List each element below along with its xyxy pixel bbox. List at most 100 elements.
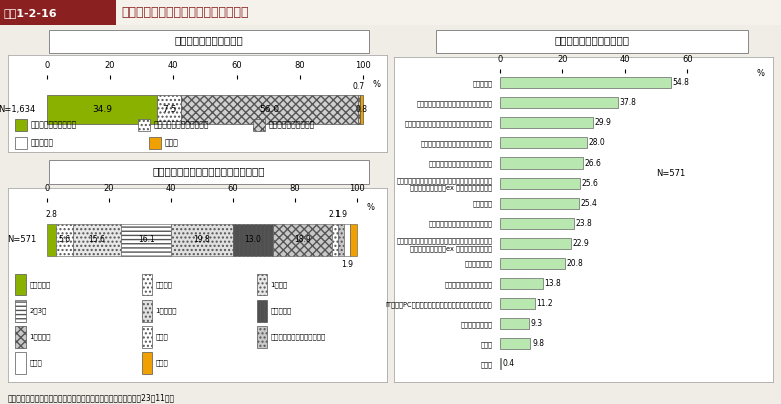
Text: 9.8: 9.8 (532, 339, 544, 348)
FancyBboxPatch shape (49, 30, 369, 53)
FancyBboxPatch shape (149, 137, 161, 149)
FancyBboxPatch shape (16, 352, 26, 374)
Bar (500, 238, 572, 249)
FancyBboxPatch shape (138, 119, 150, 130)
Text: 数ヶ月: 数ヶ月 (155, 334, 169, 340)
Text: 13.8: 13.8 (544, 279, 562, 288)
Text: 7.5: 7.5 (162, 105, 177, 114)
Bar (500, 118, 594, 128)
Text: %: % (756, 69, 764, 78)
Text: 19.8: 19.8 (194, 235, 210, 244)
Bar (500, 258, 565, 269)
Text: 数週間以内: 数週間以内 (271, 307, 292, 314)
FancyBboxPatch shape (16, 326, 26, 348)
Text: 2.8: 2.8 (45, 210, 57, 219)
Text: 現時点でまだ復回していない: 現時点でまだ復回していない (271, 334, 326, 340)
Text: 9.3: 9.3 (530, 319, 543, 328)
Bar (500, 158, 583, 168)
FancyBboxPatch shape (436, 30, 747, 53)
Text: 重要な業務が停止した: 重要な業務が停止した (31, 120, 77, 129)
Text: 56.0: 56.0 (259, 105, 280, 114)
FancyBboxPatch shape (256, 274, 267, 295)
Text: 26.6: 26.6 (584, 158, 601, 168)
FancyBboxPatch shape (116, 0, 781, 25)
Text: 13.0: 13.0 (244, 235, 262, 244)
Bar (500, 298, 535, 309)
Text: 重要な業務が停止した理由: 重要な業務が停止した理由 (554, 36, 629, 45)
Text: 0.7: 0.7 (353, 82, 365, 91)
Text: 業務は停止しなかった: 業務は停止しなかった (269, 120, 315, 129)
Bar (500, 97, 618, 108)
FancyBboxPatch shape (256, 300, 267, 322)
Text: 54.8: 54.8 (672, 78, 690, 87)
Text: 29.9: 29.9 (595, 118, 612, 127)
Bar (332, 224, 338, 256)
Text: 18.9: 18.9 (294, 235, 311, 244)
Text: %: % (373, 80, 380, 89)
FancyBboxPatch shape (141, 274, 152, 295)
Text: 重要でない業務が停止した: 重要でない業務が停止した (153, 120, 209, 129)
Text: 無回答: 無回答 (155, 360, 169, 366)
Bar (171, 224, 233, 256)
FancyBboxPatch shape (49, 160, 369, 184)
FancyBboxPatch shape (16, 274, 26, 295)
Text: %: % (366, 203, 374, 212)
Bar (500, 137, 587, 148)
Bar (181, 95, 358, 124)
Text: 20.8: 20.8 (566, 259, 583, 268)
Bar (500, 198, 580, 208)
FancyBboxPatch shape (256, 326, 267, 348)
Text: 図表1-2-16: 図表1-2-16 (4, 8, 58, 17)
Text: 1.9: 1.9 (335, 210, 347, 219)
Bar (358, 95, 360, 124)
Bar (500, 77, 671, 88)
Text: 16.1: 16.1 (138, 235, 155, 244)
Bar (121, 224, 171, 256)
Text: 東日本大震災における事業継続の状況: 東日本大震災における事業継続の状況 (121, 6, 248, 19)
Text: 1日以内: 1日以内 (271, 281, 288, 288)
Bar (233, 224, 273, 256)
FancyBboxPatch shape (16, 119, 27, 130)
Text: 25.4: 25.4 (581, 199, 597, 208)
FancyBboxPatch shape (16, 300, 26, 322)
FancyBboxPatch shape (141, 326, 152, 348)
Text: 1週間以内: 1週間以内 (155, 307, 177, 314)
Text: 5.6: 5.6 (58, 235, 70, 244)
FancyBboxPatch shape (253, 119, 265, 130)
Text: 1.9: 1.9 (341, 260, 353, 269)
Text: 重要な業務の再開するまでに要した時間: 重要な業務の再開するまでに要した時間 (152, 166, 266, 176)
Text: N=571: N=571 (7, 235, 36, 244)
Bar (47, 95, 157, 124)
Text: その他: その他 (30, 360, 42, 366)
Text: 23.8: 23.8 (576, 219, 593, 228)
Text: 2.1: 2.1 (329, 210, 341, 219)
Bar (500, 338, 530, 349)
FancyBboxPatch shape (16, 137, 27, 149)
Bar (360, 95, 362, 124)
FancyBboxPatch shape (141, 352, 152, 374)
Text: 15.6: 15.6 (89, 235, 105, 244)
Text: N=571: N=571 (656, 168, 685, 177)
Text: わからない: わからない (31, 139, 54, 147)
Text: 22.9: 22.9 (573, 239, 590, 248)
Text: 34.9: 34.9 (92, 105, 112, 114)
Text: 0.8: 0.8 (355, 105, 367, 114)
Text: 数時間以内: 数時間以内 (30, 281, 51, 288)
Text: 出典：内閣府「企業の事業継続の取組に関する実態調査」（平成23年11月）: 出典：内閣府「企業の事業継続の取組に関する実態調査」（平成23年11月） (8, 393, 175, 402)
Text: N=1,634: N=1,634 (0, 105, 36, 114)
FancyBboxPatch shape (0, 0, 116, 25)
Bar (500, 358, 501, 369)
Text: 1ヶ月以内: 1ヶ月以内 (30, 334, 51, 340)
Bar (73, 224, 121, 256)
Bar (500, 318, 529, 329)
Bar (350, 224, 357, 256)
Text: 半日以内: 半日以内 (155, 281, 173, 288)
Text: 28.0: 28.0 (589, 139, 605, 147)
FancyBboxPatch shape (141, 300, 152, 322)
Bar (47, 224, 55, 256)
Text: 0.4: 0.4 (503, 359, 515, 368)
Bar (338, 224, 344, 256)
Text: 2〜3日: 2〜3日 (30, 307, 47, 314)
Text: 25.6: 25.6 (581, 179, 598, 187)
Text: 37.8: 37.8 (619, 98, 637, 107)
